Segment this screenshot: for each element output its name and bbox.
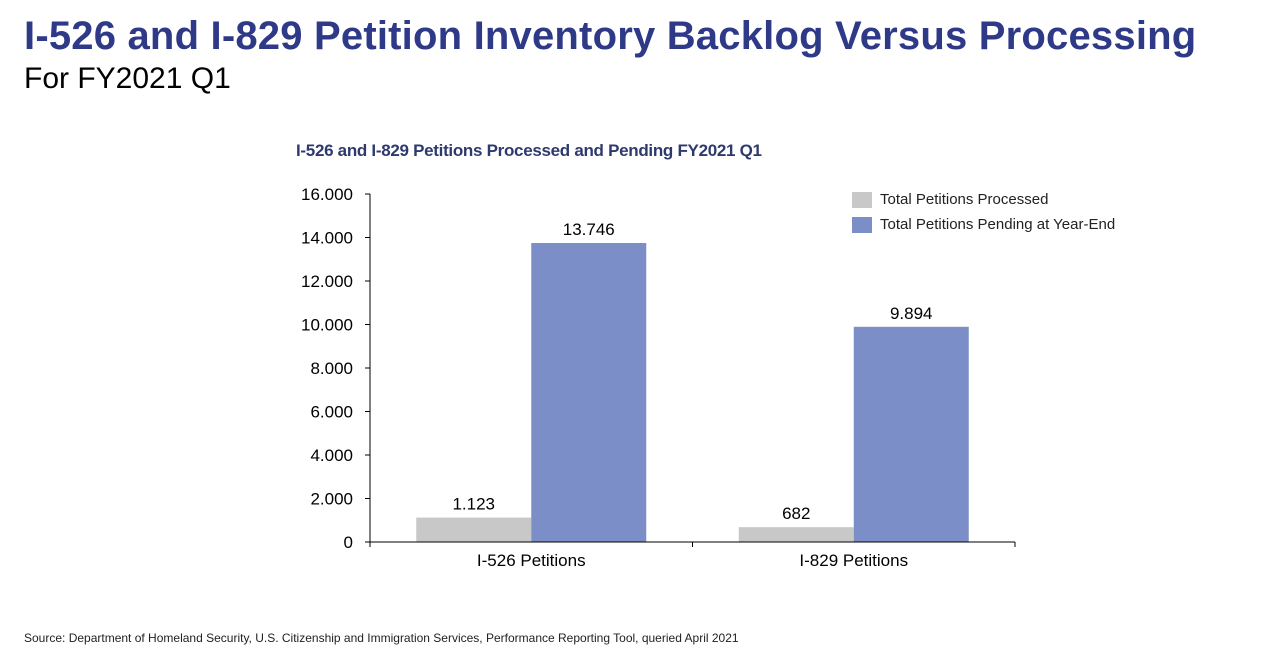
x-tick-label: I-829 Petitions	[799, 551, 908, 570]
y-tick-label: 4.000	[310, 446, 353, 465]
y-tick-label: 14.000	[301, 229, 353, 248]
legend-item-processed: Total Petitions Processed	[852, 187, 1115, 212]
slide-title: I-526 and I-829 Petition Inventory Backl…	[24, 14, 1197, 58]
y-tick-label: 8.000	[310, 359, 353, 378]
legend-swatch-processed	[852, 191, 872, 208]
x-tick-label: I-526 Petitions	[477, 551, 586, 570]
bar-pending-1	[853, 326, 969, 542]
y-tick-label: 12.000	[301, 272, 353, 291]
y-tick-label: 10.000	[301, 316, 353, 335]
data-label: 682	[782, 504, 810, 523]
legend-swatch-pending	[852, 216, 872, 233]
y-tick-label: 2.000	[310, 490, 353, 509]
legend-label-pending: Total Petitions Pending at Year-End	[880, 216, 1116, 233]
y-tick-label: 6.000	[310, 403, 353, 422]
slide-subtitle: For FY2021 Q1	[24, 62, 231, 95]
y-tick-label: 0	[344, 533, 353, 552]
data-label: 1.123	[452, 495, 495, 514]
bar-pending-0	[531, 243, 647, 542]
data-label: 13.746	[563, 220, 615, 239]
bar-processed-0	[416, 517, 532, 542]
chart-title: I-526 and I-829 Petitions Processed and …	[296, 141, 762, 160]
legend-label-processed: Total Petitions Processed	[880, 191, 1049, 208]
data-label: 9.894	[890, 304, 933, 323]
bar-processed-1	[738, 527, 854, 542]
chart-legend: Total Petitions Processed Total Petition…	[852, 187, 1115, 237]
source-note: Source: Department of Homeland Security,…	[24, 631, 739, 645]
y-tick-label: 16.000	[301, 185, 353, 204]
legend-item-pending: Total Petitions Pending at Year-End	[852, 212, 1115, 237]
